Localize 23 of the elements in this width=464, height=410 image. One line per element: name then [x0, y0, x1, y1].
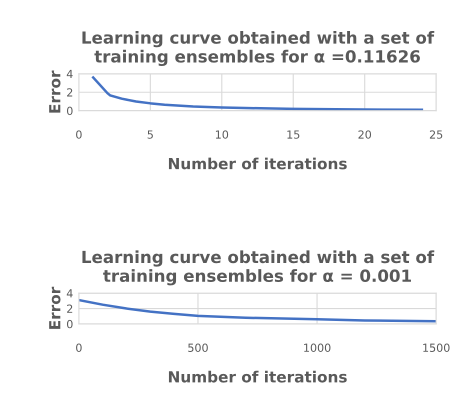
- y-tick-label: 2: [67, 304, 72, 313]
- x-tick-label: 1000: [304, 344, 330, 352]
- x-tick-label: 15: [287, 130, 300, 139]
- x-tick-label: 20: [358, 130, 372, 139]
- chart-title: Learning curve obtained with a set of training ensembles for α =0.11626: [82, 30, 434, 66]
- x-tick-label: 25: [430, 130, 442, 139]
- y-tick-label: 2: [67, 88, 72, 96]
- line-series: [92, 76, 424, 111]
- y-axis-title: Error: [49, 70, 61, 113]
- x-axis-title: Number of iterations: [168, 370, 347, 383]
- x-tick-label: 1500: [423, 344, 450, 352]
- x-tick-label: 5: [148, 130, 153, 139]
- x-tick-label: 0: [76, 130, 82, 139]
- y-tick-label: 4: [66, 289, 73, 298]
- y-tick-label: 0: [66, 320, 73, 328]
- y-tick-label: 0: [66, 106, 73, 116]
- x-tick-label: 500: [188, 344, 208, 352]
- y-axis-title: Error: [49, 286, 61, 329]
- x-tick-label: 0: [76, 344, 82, 352]
- x-tick-label: 10: [216, 130, 228, 139]
- chart-title: Learning curve obtained with a set of training ensembles for α = 0.001: [82, 250, 434, 286]
- x-axis-title: Number of iterations: [168, 158, 347, 170]
- y-tick-label: 4: [66, 70, 73, 78]
